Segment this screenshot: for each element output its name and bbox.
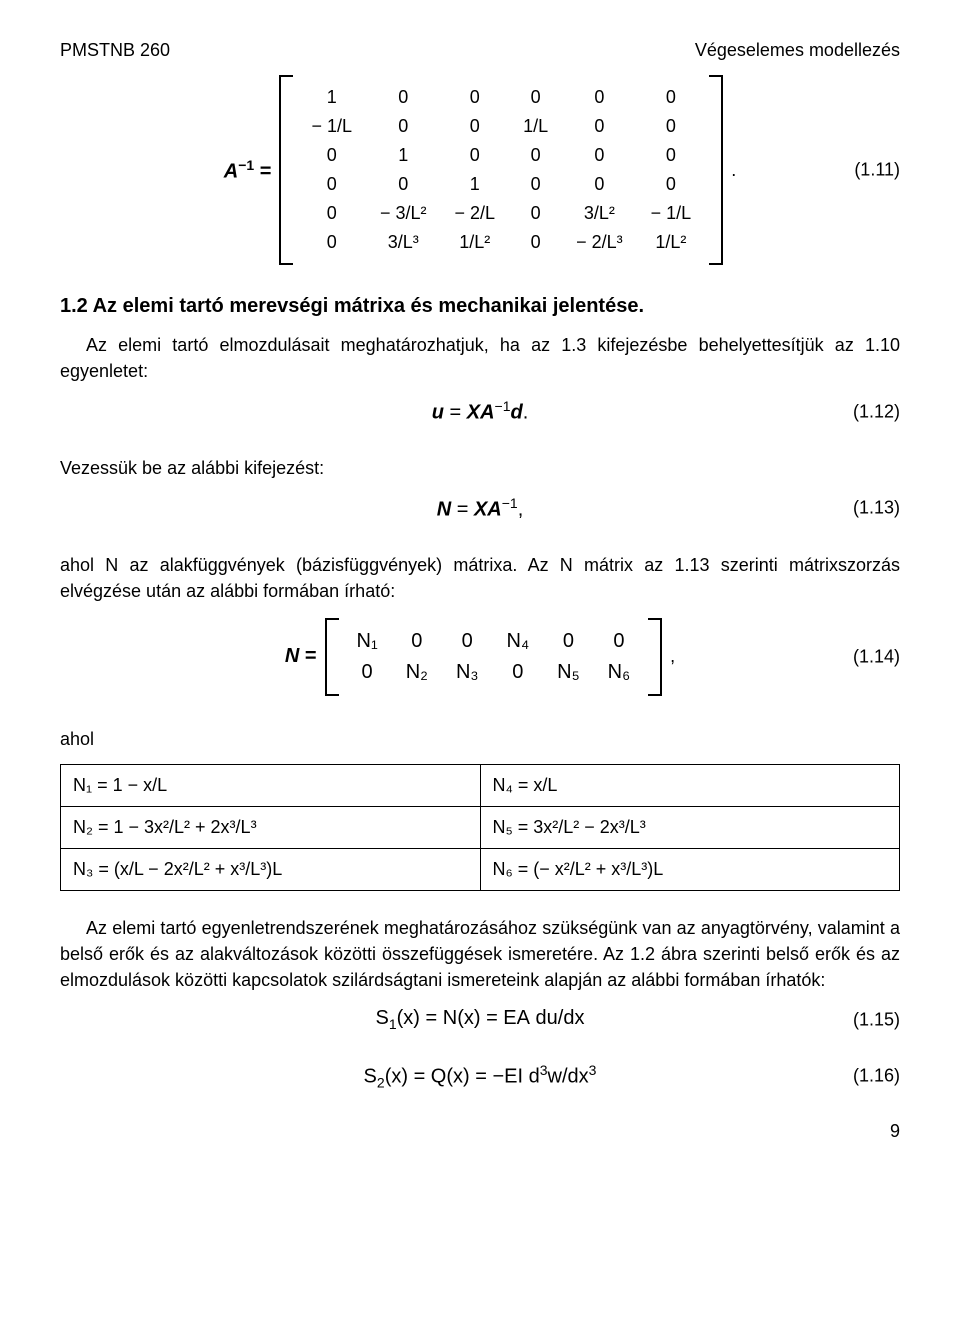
matrix-cell: 0 <box>441 83 510 112</box>
matrix-cell: N₂ <box>392 657 442 688</box>
matrix-cell: 0 <box>343 657 392 688</box>
matrix-cell: 1/L² <box>441 228 510 257</box>
matrix-cell: 0 <box>493 657 544 688</box>
header-left: PMSTNB 260 <box>60 40 170 61</box>
matrix-cell: 3/L³ <box>366 228 441 257</box>
eq16-number: (1.16) <box>853 1066 900 1087</box>
matrix-cell: 0 <box>509 141 562 170</box>
matrix-cell: 0 <box>509 170 562 199</box>
equation-1-11: A−1 = 100000− 1/L001/L000100000010000− 3… <box>60 75 900 265</box>
matrix-cell: 0 <box>594 626 645 657</box>
matrix-cell: 0 <box>562 170 637 199</box>
matrix-cell: 0 <box>366 112 441 141</box>
paragraph-1: Az elemi tartó elmozdulásait meghatározh… <box>60 332 900 384</box>
matrix-cell: 0 <box>562 141 637 170</box>
matrix-cell: 1 <box>297 83 366 112</box>
equation-1-14: N = N₁00N₄000N₂N₃0N₅N₆ , (1.14) <box>60 618 900 696</box>
eq14-tail: , <box>670 646 675 667</box>
matrix-cell: 1/L² <box>637 228 706 257</box>
definition-cell: N₂ = 1 − 3x²/L² + 2x³/L³ <box>61 806 481 848</box>
matrix-cell: N₄ <box>493 626 544 657</box>
equation-1-13: N = XA−1, (1.13) <box>60 495 900 522</box>
matrix-cell: − 3/L² <box>366 199 441 228</box>
matrix-cell: 0 <box>562 83 637 112</box>
matrix-cell: 3/L² <box>562 199 637 228</box>
matrix-cell: − 1/L <box>297 112 366 141</box>
eq12-number: (1.12) <box>853 401 900 422</box>
definition-cell: N₄ = x/L <box>480 764 900 806</box>
matrix-cell: 0 <box>442 626 493 657</box>
matrix-cell: 0 <box>509 199 562 228</box>
equation-1-12: u = XA−1d. (1.12) <box>60 398 900 425</box>
shape-functions-table: N₁ = 1 − x/LN₄ = x/LN₂ = 1 − 3x²/L² + 2x… <box>60 764 900 891</box>
definition-cell: N₆ = (− x²/L² + x³/L³)L <box>480 848 900 890</box>
definition-cell: N₃ = (x/L − 2x²/L² + x³/L³)L <box>61 848 481 890</box>
matrix-cell: 0 <box>366 83 441 112</box>
matrix-cell: 0 <box>441 112 510 141</box>
matrix-cell: 0 <box>441 141 510 170</box>
matrix-cell: 0 <box>297 199 366 228</box>
matrix-cell: 0 <box>543 626 594 657</box>
matrix-cell: 0 <box>297 170 366 199</box>
eq11-number: (1.11) <box>854 160 900 181</box>
matrix-cell: 0 <box>366 170 441 199</box>
matrix-cell: 0 <box>509 83 562 112</box>
equation-1-15: S1(x) = N(x) = EA du/dx (1.15) <box>60 1007 900 1032</box>
definition-cell: N₅ = 3x²/L² − 2x³/L³ <box>480 806 900 848</box>
matrix-cell: 0 <box>637 141 706 170</box>
matrix-cell: 0 <box>562 112 637 141</box>
matrix-cell: N₆ <box>594 657 645 688</box>
eq13-number: (1.13) <box>853 498 900 519</box>
matrix-cell: N₅ <box>543 657 594 688</box>
page-number: 9 <box>60 1121 900 1142</box>
matrix-cell: − 2/L³ <box>562 228 637 257</box>
matrix-cell: 0 <box>637 83 706 112</box>
matrix-cell: 0 <box>509 228 562 257</box>
matrix-cell: 0 <box>637 112 706 141</box>
matrix-cell: N₁ <box>343 626 392 657</box>
matrix-cell: 1 <box>441 170 510 199</box>
matrix-cell: 0 <box>297 228 366 257</box>
definition-cell: N₁ = 1 − x/L <box>61 764 481 806</box>
header-right: Végeselemes modellezés <box>695 40 900 61</box>
paragraph-3: ahol N az alakfüggvények (bázisfüggvénye… <box>60 552 900 604</box>
matrix-cell: − 1/L <box>637 199 706 228</box>
matrix-cell: 0 <box>392 626 442 657</box>
ahol-label: ahol <box>60 726 900 752</box>
matrix-cell: 0 <box>297 141 366 170</box>
matrix-cell: 1/L <box>509 112 562 141</box>
eq14-number: (1.14) <box>853 646 900 667</box>
eq14-lhs: N = <box>285 645 317 668</box>
eq11-tail: . <box>731 160 736 181</box>
paragraph-4: Az elemi tartó egyenletrendszerének megh… <box>60 915 900 993</box>
eq11-matrix: 100000− 1/L001/L000100000010000− 3/L²− 2… <box>279 75 723 265</box>
eq11-lhs: A−1 = <box>224 157 272 184</box>
eq14-matrix: N₁00N₄000N₂N₃0N₅N₆ <box>325 618 663 696</box>
matrix-cell: − 2/L <box>441 199 510 228</box>
matrix-cell: 1 <box>366 141 441 170</box>
matrix-cell: 0 <box>637 170 706 199</box>
eq15-number: (1.15) <box>853 1009 900 1030</box>
paragraph-2: Vezessük be az alábbi kifejezést: <box>60 455 900 481</box>
section-1-2-title: 1.2 Az elemi tartó merevségi mátrixa és … <box>60 295 900 318</box>
matrix-cell: N₃ <box>442 657 493 688</box>
equation-1-16: S2(x) = Q(x) = −EI d3w/dx3 (1.16) <box>60 1062 900 1091</box>
